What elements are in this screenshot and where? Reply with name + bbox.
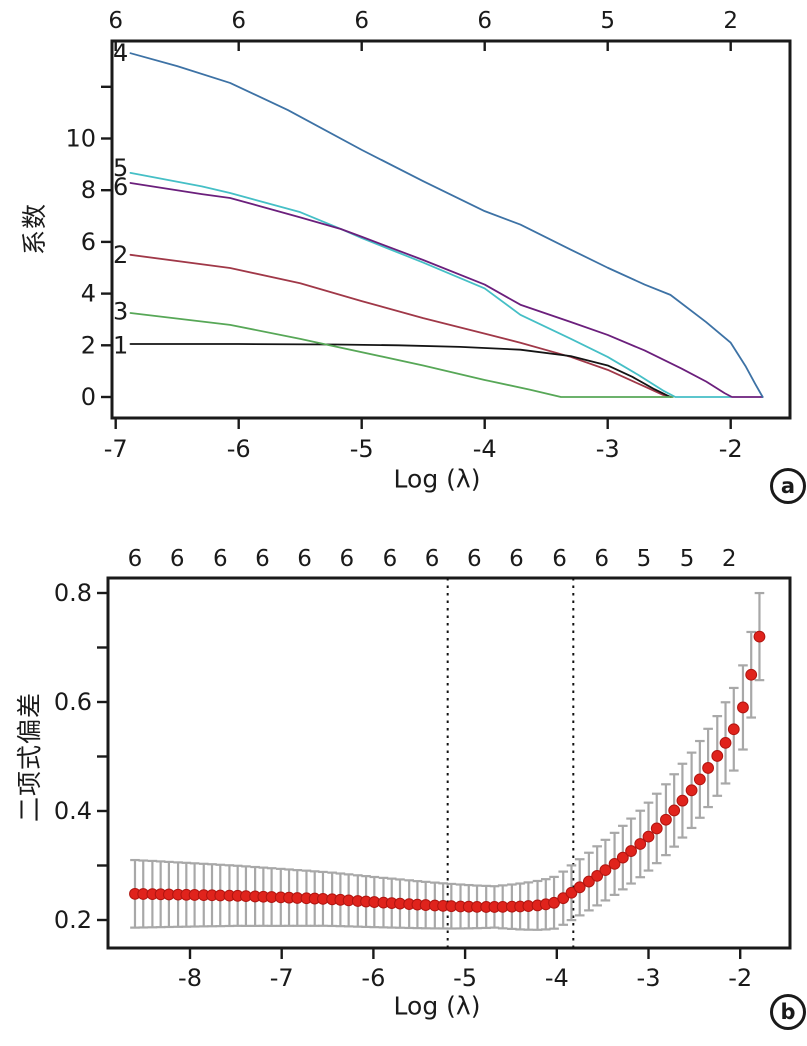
panel-b-top-axis-label: 6 <box>594 546 609 572</box>
deviance-point <box>668 804 681 817</box>
coefficient-path-4 <box>129 52 764 398</box>
panel-b-top-axis-label: 6 <box>467 546 482 572</box>
deviance-point <box>565 886 578 899</box>
panel-a-tag: a <box>770 468 806 504</box>
panel-b-x-tick-label: -2 <box>728 964 752 992</box>
coefficient-path-3 <box>129 312 674 398</box>
panel-b-y-tick-label: 0.6 <box>54 688 92 716</box>
deviance-point <box>745 668 758 681</box>
panel-a-x-tick-label: -6 <box>227 435 251 463</box>
curve-label-4: 4 <box>113 39 128 67</box>
panel-b-x-tick-label: -7 <box>270 964 294 992</box>
panel-b-y-tick-label: 0.4 <box>54 797 92 825</box>
panel-a-x-tick-label: -7 <box>104 435 128 463</box>
panel-b-top-axis-label: 6 <box>509 546 524 572</box>
panel-b-y-tick-label: 0.2 <box>54 906 92 934</box>
deviance-point <box>660 813 672 826</box>
deviance-point <box>608 857 621 870</box>
panel-b-x-tick-label: -5 <box>453 964 477 992</box>
panel-b-top-axis-label: 6 <box>339 546 354 572</box>
deviance-point <box>548 896 560 909</box>
panel-a-y-tick-label: 6 <box>81 228 96 256</box>
deviance-point <box>625 845 637 857</box>
panel-a-top-axis-label: 6 <box>477 8 492 34</box>
panel-b-tag: b <box>770 994 806 1030</box>
panel-a-top-axis-label: 6 <box>108 8 123 34</box>
deviance-point <box>573 881 586 894</box>
panel-b-x-tick-label: -6 <box>361 964 385 992</box>
panel-a-x-tick-label: -5 <box>350 435 374 463</box>
deviance-point <box>634 838 647 850</box>
panel-a-x-tick-label: -4 <box>473 435 497 463</box>
deviance-point <box>727 723 740 736</box>
panel-b-top-axis-label: 6 <box>170 546 185 572</box>
panel-b-top-axis-label: 6 <box>425 546 440 572</box>
panel-a-top-axis-label: 6 <box>354 8 369 34</box>
panel-b-top-axis-label: 6 <box>213 546 228 572</box>
panel-b-y-axis-title: 二项式偏差 <box>15 691 44 823</box>
curve-label-1: 1 <box>113 331 128 359</box>
coefficient-path-1 <box>129 343 672 398</box>
curve-label-2: 2 <box>113 241 128 269</box>
panel-b-plot-box <box>106 576 792 950</box>
panel-a-x-tick-label: -3 <box>596 435 620 463</box>
deviance-point <box>650 822 663 835</box>
curve-label-3: 3 <box>113 298 128 326</box>
panel-b-top-axis-label: 6 <box>297 546 312 572</box>
panel-b-x-tick-label: -8 <box>178 964 202 992</box>
curve-label-5: 5 <box>113 154 128 182</box>
panel-a-y-axis-title: 系数 <box>20 202 49 256</box>
deviance-point <box>685 784 698 797</box>
deviance-point <box>693 773 706 786</box>
panel-b-top-axis-label: 6 <box>255 546 270 572</box>
deviance-point <box>711 750 724 762</box>
panel-b-x-tick-label: -4 <box>545 964 569 992</box>
panel-a-y-tick-label: 10 <box>65 125 96 153</box>
panel-b-x-axis-title: Log (λ) <box>393 991 481 1021</box>
deviance-point <box>642 830 655 843</box>
deviance-point <box>599 864 612 877</box>
panel-a-y-tick-label: 8 <box>81 176 96 204</box>
panel-b-top-axis-label: 2 <box>722 546 737 572</box>
panel-b-y-tick-label: 0.8 <box>54 579 92 607</box>
panel-b-top-axis-label: 6 <box>128 546 143 572</box>
deviance-point <box>719 736 732 749</box>
deviance-point <box>582 875 595 888</box>
panel-b-top-axis-label: 6 <box>383 546 398 572</box>
coefficient-path-5 <box>129 171 732 398</box>
panel-a-top-axis-label: 2 <box>723 8 738 34</box>
deviance-point <box>676 794 689 807</box>
panel-a-y-tick-label: 0 <box>81 383 96 411</box>
deviance-point <box>753 630 766 643</box>
panel-a-x-axis-title: Log (λ) <box>393 464 481 494</box>
deviance-point <box>591 869 604 882</box>
coefficient-path-6 <box>129 182 764 398</box>
panel-a-top-axis-label: 5 <box>600 8 615 34</box>
panel-b-top-axis-label: 6 <box>552 546 567 572</box>
panel-a-x-tick-label: -2 <box>719 435 743 463</box>
panel-a-y-tick-label: 4 <box>81 280 96 308</box>
panel-b-x-tick-label: -3 <box>637 964 661 992</box>
panel-b-top-axis-label: 5 <box>680 546 695 572</box>
coefficient-path-2 <box>129 253 673 398</box>
panel-a-y-tick-label: 2 <box>81 331 96 359</box>
panel-a-top-axis-label: 6 <box>231 8 246 34</box>
panel-a-plot-box <box>110 39 792 420</box>
deviance-point <box>702 762 715 774</box>
panel-b-top-axis-label: 5 <box>637 546 652 572</box>
deviance-point <box>557 892 570 905</box>
deviance-point <box>616 851 629 864</box>
deviance-point <box>737 701 749 714</box>
curve-label-6: 6 <box>113 173 128 201</box>
